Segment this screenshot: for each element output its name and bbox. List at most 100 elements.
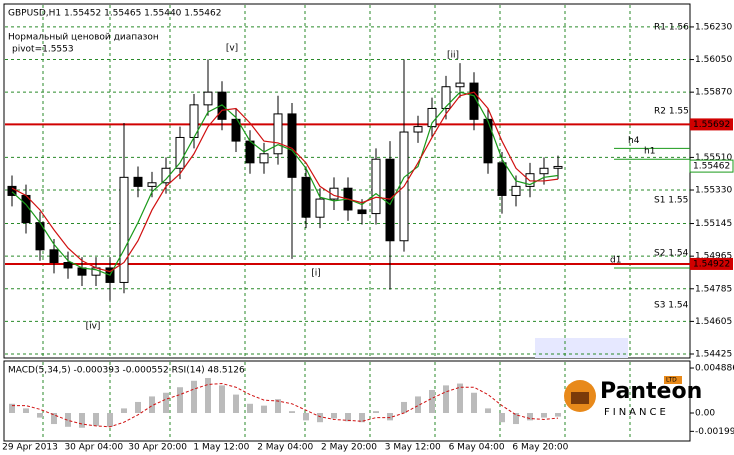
candle-body xyxy=(329,187,339,200)
macd-label: MACD(5,34,5) -0.000393 -0.000552 RSI(14)… xyxy=(8,366,245,376)
macd-bar xyxy=(555,413,561,417)
macd-bar xyxy=(373,411,379,414)
current-price-label: 1.55462 xyxy=(693,162,730,172)
macd-bar xyxy=(233,394,239,414)
candle-body xyxy=(63,262,73,269)
y2-tick-label: 0.00 xyxy=(695,409,715,419)
macd-bar xyxy=(93,413,99,426)
macd-bar xyxy=(121,408,127,414)
macd-bar xyxy=(37,413,43,418)
macd-bar xyxy=(9,403,15,414)
macd-bar xyxy=(471,392,477,414)
macd-bar xyxy=(205,378,211,414)
macd-bar xyxy=(359,413,365,423)
macd-bar xyxy=(345,413,351,422)
x-tick-label: 1 May 12:00 xyxy=(193,443,249,453)
pivot-label: R1 1.56 xyxy=(654,23,689,33)
macd-bar xyxy=(331,413,337,419)
wave-label: [iv] xyxy=(86,322,101,332)
macd-panel xyxy=(3,360,691,442)
candle-body xyxy=(553,165,563,169)
candle-body xyxy=(217,91,227,120)
price-tag xyxy=(690,257,733,270)
x-tick-label: 29 Apr 2013 xyxy=(2,443,58,453)
logo-name: Panteon xyxy=(600,379,702,404)
price-tag-label: 1.55692 xyxy=(693,120,730,130)
candle-body xyxy=(483,118,493,164)
wave-label: [ii] xyxy=(447,51,459,61)
pivot-zone xyxy=(535,338,628,358)
logo-badge xyxy=(664,376,682,384)
x-tick-label: 2 May 04:00 xyxy=(257,443,313,453)
candle-body xyxy=(413,126,423,133)
macd-bar xyxy=(415,396,421,414)
candle-body xyxy=(315,198,325,218)
macd-bar xyxy=(219,385,225,414)
macd-bar xyxy=(149,396,155,414)
macd-bar xyxy=(317,413,323,423)
macd-signal xyxy=(12,383,559,428)
pivot-label: S3 1.54 xyxy=(654,301,689,311)
macd-bar xyxy=(177,387,183,414)
candle-body xyxy=(161,167,171,184)
price-tag xyxy=(690,118,733,131)
y2-tick-label: -0.001993 xyxy=(695,427,734,437)
macd-bar xyxy=(51,413,57,425)
wave-label: [i] xyxy=(311,269,321,279)
x-tick-label: 3 May 12:00 xyxy=(385,443,441,453)
y-tick-label: 1.55510 xyxy=(695,153,732,163)
candle-body xyxy=(231,118,241,142)
y-tick-label: 1.55145 xyxy=(695,219,732,229)
indicator-text: pivot=1.5553 xyxy=(12,45,74,55)
macd-bar xyxy=(513,413,519,425)
y-tick-label: 1.55330 xyxy=(695,186,732,196)
y-tick-label: 1.54965 xyxy=(695,252,732,262)
timeframe-label: h1 xyxy=(644,147,655,157)
macd-bar xyxy=(457,383,463,414)
y-tick-label: 1.56050 xyxy=(695,55,732,65)
chart-title: GBPUSD,H1 1.55452 1.55465 1.55440 1.5546… xyxy=(8,9,221,19)
moving-average xyxy=(11,91,559,273)
macd-bar xyxy=(191,380,197,414)
macd-bar xyxy=(541,413,547,418)
candle-body xyxy=(287,113,297,178)
candle-body xyxy=(245,140,255,164)
candle-body xyxy=(385,158,395,242)
candle-body xyxy=(371,158,381,215)
wave-label: [v] xyxy=(226,44,238,54)
candle-body xyxy=(119,176,129,283)
macd-bar xyxy=(499,413,505,423)
price-panel xyxy=(3,3,691,359)
x-tick-label: 6 May 20:00 xyxy=(512,443,568,453)
logo-badge-text: LTD xyxy=(666,377,677,384)
candle-body xyxy=(497,162,507,196)
candle-body xyxy=(301,176,311,218)
macd-bar xyxy=(429,389,435,414)
macd-bar xyxy=(135,401,141,414)
macd-bar xyxy=(485,408,491,414)
candle-body xyxy=(273,113,283,155)
candle-body xyxy=(511,185,521,196)
macd-bar xyxy=(247,403,253,414)
candle-body xyxy=(539,167,549,175)
x-tick-label: 30 Apr 04:00 xyxy=(64,443,123,453)
macd-bar xyxy=(23,408,29,414)
x-tick-label: 30 Apr 20:00 xyxy=(128,443,187,453)
timeframe-label: h4 xyxy=(628,136,640,146)
candle-body xyxy=(175,136,185,169)
candle-body xyxy=(441,86,451,109)
macd-bar xyxy=(443,385,449,414)
candle-body xyxy=(259,153,269,164)
price-tag-label: 1.54922 xyxy=(693,259,730,269)
macd-bar xyxy=(527,413,533,421)
timeframe-label: d1 xyxy=(610,255,621,265)
y-tick-label: 1.55870 xyxy=(695,88,732,98)
candle-body xyxy=(147,182,157,187)
macd-bar xyxy=(107,413,113,427)
macd-bar xyxy=(163,392,169,414)
macd-bar xyxy=(289,411,295,414)
candle-body xyxy=(49,249,59,264)
pivot-label: S1 1.55 xyxy=(654,196,688,206)
logo-sub: FINANCE xyxy=(604,407,669,418)
